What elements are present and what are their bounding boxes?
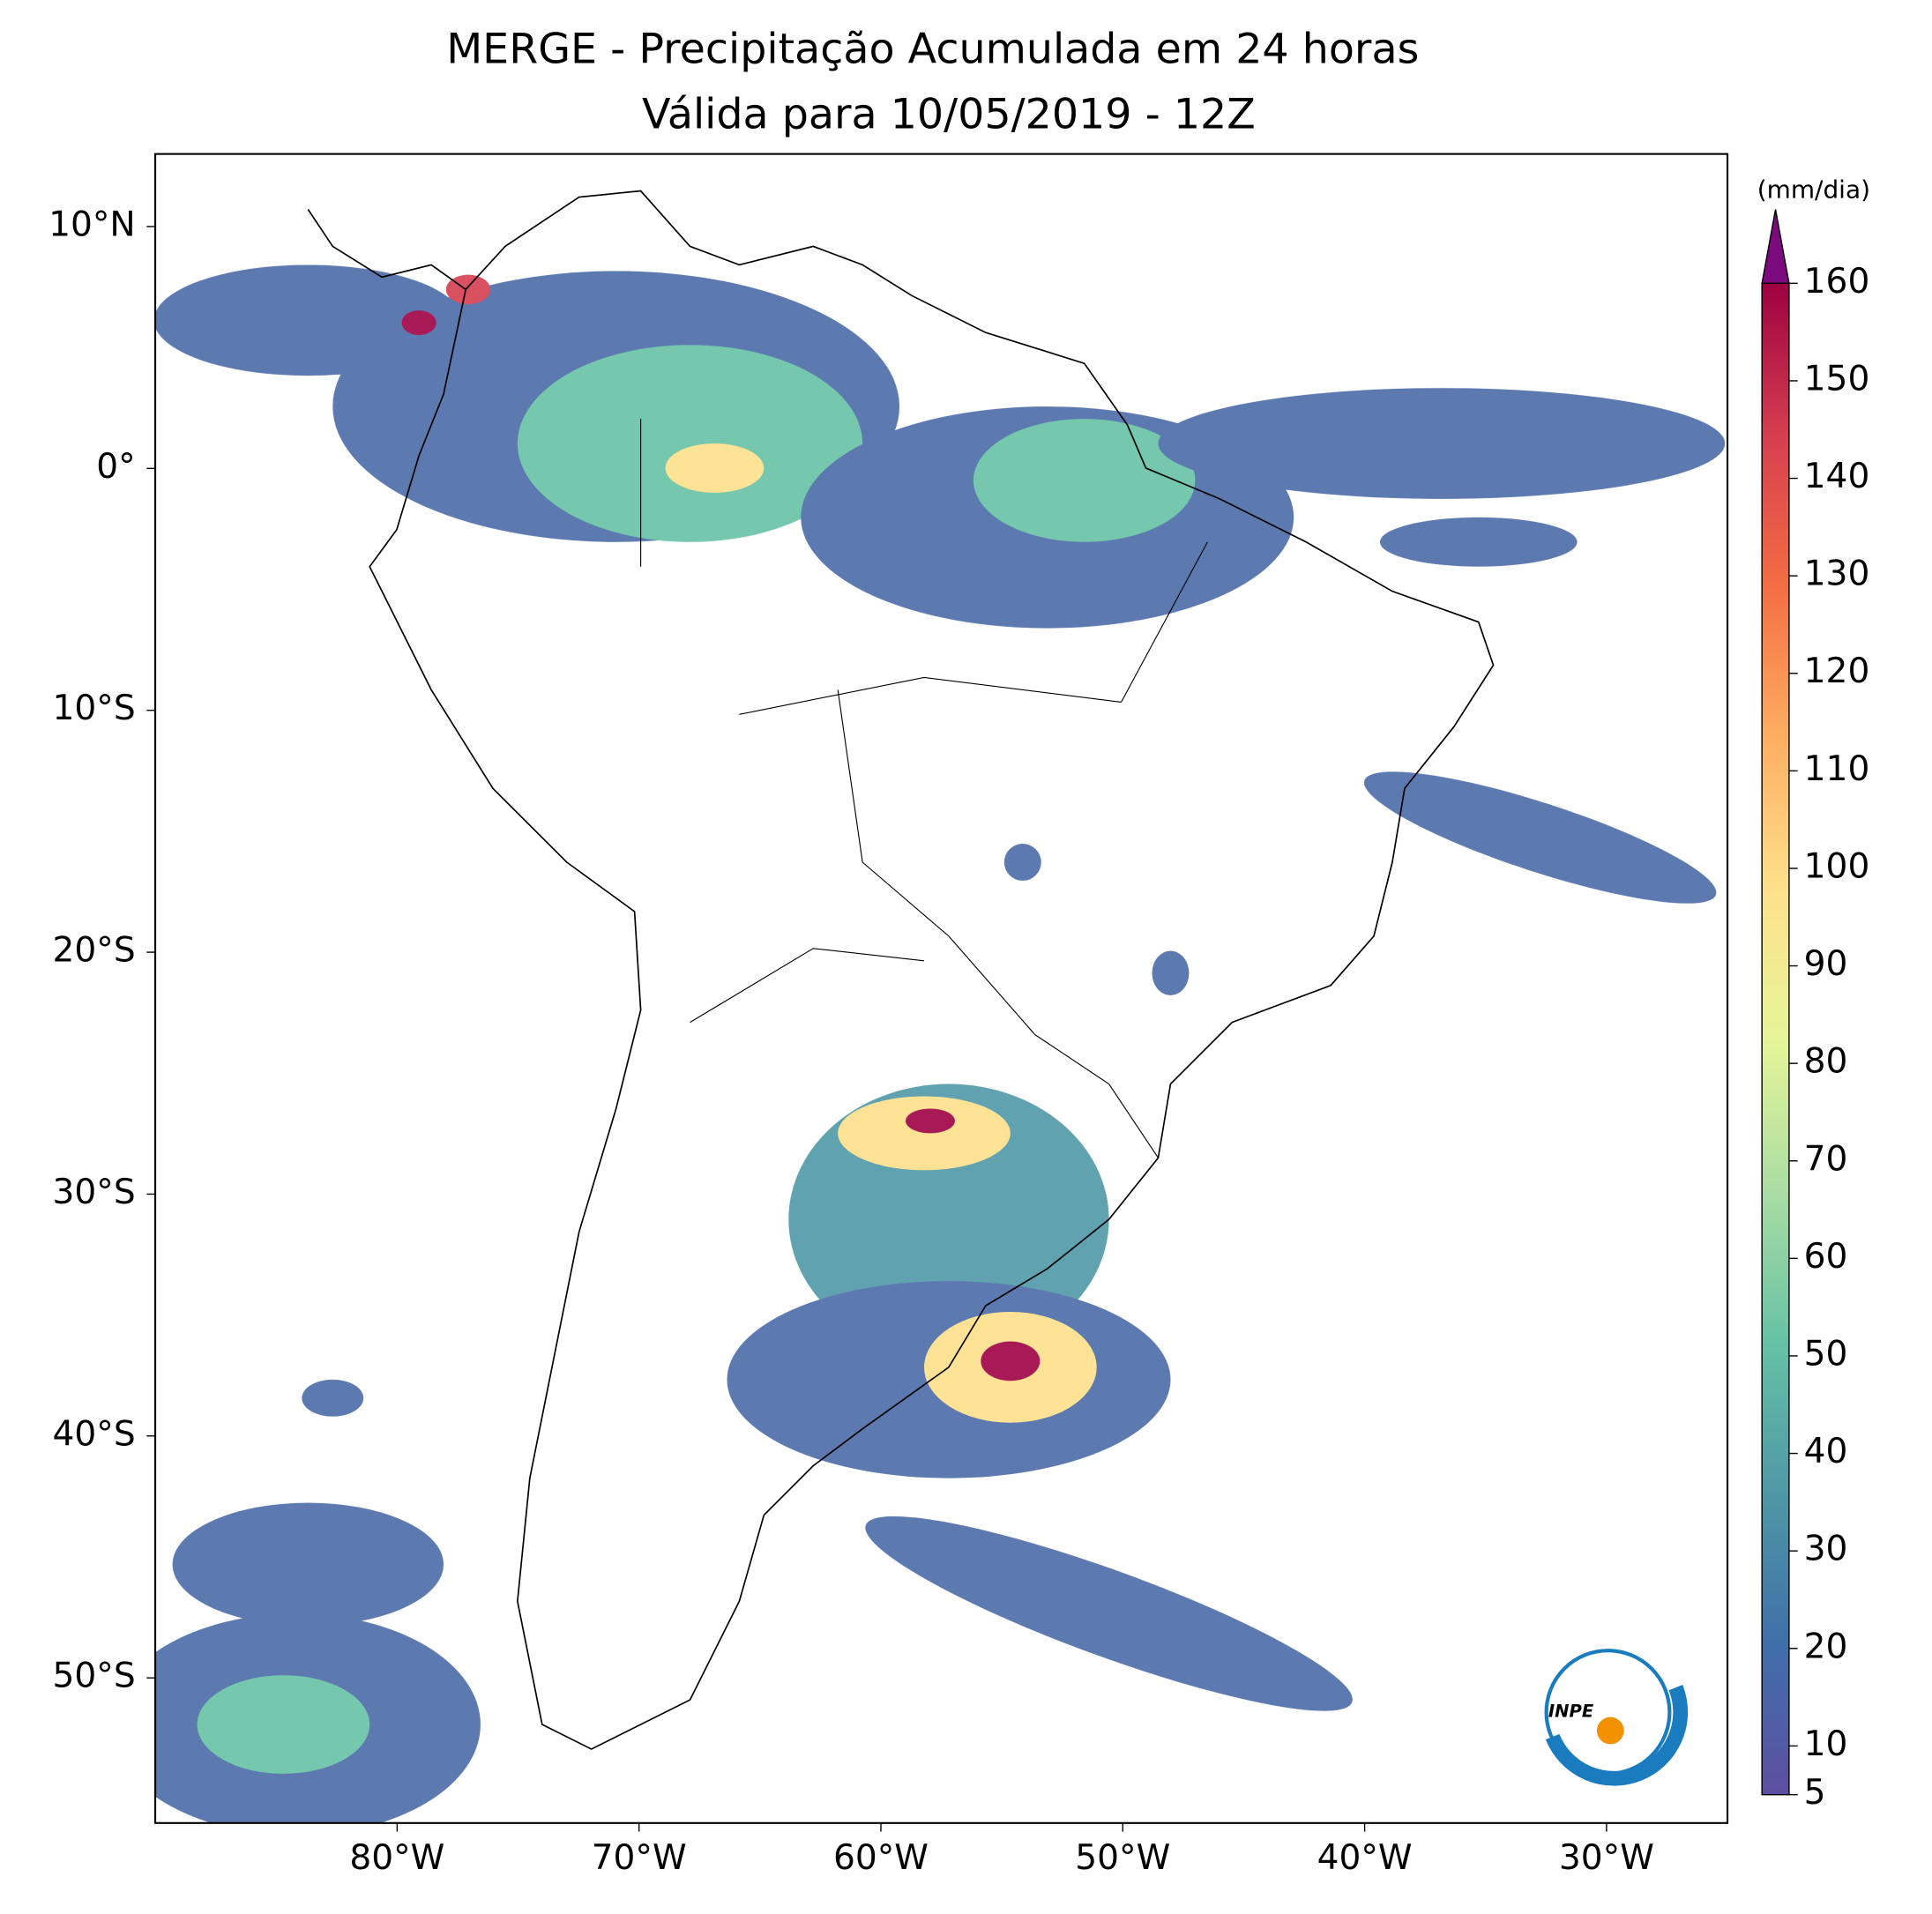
- y-tick-label: 10°N: [48, 205, 136, 244]
- y-tick-label: 50°S: [53, 1657, 136, 1696]
- logo: INPE: [1544, 1649, 1689, 1786]
- colorbar-extend: [1761, 209, 1790, 285]
- borders: [640, 419, 1208, 1158]
- colorbar-tick-label: 50: [1804, 1334, 1848, 1374]
- x-tick-label: 40°W: [1317, 1838, 1413, 1878]
- x-tick-label: 80°W: [349, 1838, 444, 1878]
- colorbar-tick-label: 5: [1804, 1773, 1826, 1813]
- colorbar-tick-label: 120: [1804, 652, 1870, 691]
- precipitation-field: [155, 190, 1726, 1823]
- colorbar-tick-label: 60: [1804, 1237, 1848, 1277]
- colorbar-tick-label: 20: [1804, 1627, 1848, 1666]
- colorbar-tick-label: 40: [1804, 1432, 1848, 1471]
- logo-text: INPE: [1548, 1702, 1594, 1722]
- y-tick-label: 0°: [96, 447, 135, 487]
- x-tick-label: 30°W: [1559, 1838, 1654, 1878]
- central-america: [307, 209, 466, 291]
- coastline: [369, 190, 1495, 1750]
- x-tick-label: 50°W: [1075, 1838, 1170, 1878]
- colorbar-tick-label: 160: [1804, 262, 1870, 302]
- colorbar-label: (mm/dia): [1757, 175, 1870, 205]
- y-tick-label: 20°S: [53, 931, 136, 971]
- x-tick-label: 70°W: [592, 1838, 687, 1878]
- colorbar-tick-label: 30: [1804, 1530, 1848, 1569]
- colorbar-tick-label: 130: [1804, 555, 1870, 594]
- y-tick-label: 10°S: [53, 689, 136, 728]
- chart-subtitle: Válida para 10/05/2019 - 12Z: [642, 91, 1256, 139]
- colorbar-tick-label: 70: [1804, 1139, 1848, 1179]
- x-tick-label: 60°W: [833, 1838, 929, 1878]
- y-tick-label: 30°S: [53, 1173, 136, 1212]
- colorbar-tick-label: 10: [1804, 1724, 1848, 1764]
- y-tick-label: 40°S: [53, 1414, 136, 1454]
- colorbar-tick-label: 140: [1804, 457, 1870, 496]
- colorbar-tick-label: 150: [1804, 359, 1870, 398]
- colorbar-tick-label: 80: [1804, 1042, 1848, 1082]
- colorbar-tick-label: 100: [1804, 846, 1870, 886]
- colorbar: [1761, 282, 1790, 1796]
- colorbar-tick-label: 90: [1804, 944, 1848, 984]
- map-frame: [154, 153, 1729, 1824]
- chart-title: MERGE - Precipitação Acumulada em 24 hor…: [446, 26, 1419, 74]
- colorbar-tick-label: 110: [1804, 749, 1870, 789]
